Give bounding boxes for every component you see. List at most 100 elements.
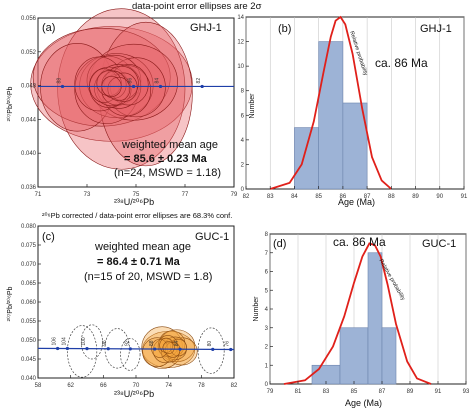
a-data-ellipse [109, 72, 138, 102]
b-x-tick-label: 86 [340, 194, 347, 200]
c-x-tick-label: 66 [100, 383, 107, 389]
a-concordia-age-point [60, 84, 65, 89]
d-x-tick-label: 81 [295, 389, 302, 395]
d-y-tick-label: 3 [265, 326, 269, 332]
panel-b-letter: (b) [278, 23, 291, 35]
b-y-tick-label: 2 [241, 162, 245, 168]
panel-b-histogram: Relative probability 82 83 84 85 86 87 88 89 90 9… [237, 15, 468, 207]
panel-c-x-label: ²³⁸U/²⁰⁶Pb [114, 389, 154, 399]
c-concordia-age-label: 92 [124, 340, 130, 346]
c-x-tick-label: 62 [67, 383, 74, 389]
panel-d-x-label: Age (Ma) [345, 398, 382, 408]
c-concordia-age-label: 80 [207, 341, 213, 347]
panel-b-probability-curve [269, 15, 392, 190]
a-concordia-age-point [158, 84, 163, 89]
a-y-tick-label: 0.044 [21, 117, 37, 123]
panel-c-concordia-plot: 106 104 100 96 92 88 84 80 76 58 62 66 70 74 78 82 0.0… [6, 224, 238, 399]
b-y-tick-label: 8 [241, 89, 245, 95]
c-data-ellipse [169, 338, 187, 357]
a-concordia-age-point [131, 84, 136, 89]
b-x-tick-label: 90 [436, 194, 443, 200]
d-bar [367, 252, 383, 385]
panel-a-sample: GHJ-1 [190, 22, 222, 34]
c-data-ellipse [162, 341, 175, 354]
d-y-tick-label: 7 [265, 251, 269, 257]
panel-c-frame [37, 225, 235, 379]
panel-d-x-ticks: 79 81 83 85 87 89 91 93 [267, 381, 470, 395]
a-y-tick-label: 0.040 [21, 151, 37, 157]
b-x-tick-label: 82 [243, 194, 250, 200]
d-x-tick-label: 89 [407, 389, 414, 395]
panel-b-sample: GHJ-1 [420, 23, 452, 35]
panel-a-ellipses [30, 8, 193, 170]
a-x-tick-label: 71 [35, 192, 42, 198]
a-concordia-age-point [200, 84, 204, 89]
panel-b-x-ticks: 82 83 84 85 86 87 88 89 90 91 [243, 186, 468, 200]
d-y-tick-label: 1 [265, 363, 269, 369]
panel-b-annotation: ca. 86 Ma [375, 56, 428, 70]
d-x-tick-label: 91 [435, 389, 442, 395]
panel-a-annotation-line3: (n=24, MSWD = 1.18) [114, 167, 221, 179]
c-y-tick-label: 0.040 [21, 376, 37, 382]
d-x-tick-label: 83 [323, 389, 330, 395]
c-x-tick-label: 74 [165, 383, 172, 389]
b-x-tick-label: 91 [461, 194, 468, 200]
a-x-tick-label: 77 [182, 192, 189, 198]
panel-d-y-label: Number [253, 296, 260, 322]
b-y-tick-label: 14 [237, 15, 244, 21]
d-x-tick-label: 87 [379, 389, 386, 395]
c-y-tick-label: 0.075 [21, 243, 37, 249]
c-concordia-age-point [85, 347, 89, 351]
panel-c-annotation-line2: = 86.4 ± 0.71 Ma [97, 256, 181, 268]
d-y-tick-label: 0 [265, 382, 269, 388]
a-data-ellipse [30, 26, 193, 142]
panel-a-x-label: ²³⁸U/²⁰⁶Pb [114, 197, 154, 207]
panel-c-x-ticks: 58 62 66 70 74 78 82 [35, 375, 238, 389]
d-y-tick-label: 5 [265, 288, 269, 294]
b-y-tick-label: 0 [241, 187, 245, 193]
d-y-tick-label: 4 [265, 307, 269, 313]
c-concordia-age-label: 100 [81, 337, 87, 346]
d-bar [381, 327, 397, 385]
b-y-tick-label: 10 [237, 64, 244, 70]
c-data-ellipse [67, 325, 98, 378]
panel-a-annotation-line2: = 85.6 ± 0.23 Ma [124, 153, 208, 165]
c-concordia-age-label: 88 [149, 340, 155, 346]
b-x-tick-label: 84 [291, 194, 298, 200]
a-concordia-age-label: 88 [57, 78, 63, 84]
c-x-tick-label: 82 [231, 383, 238, 389]
panel-c-annotation-line3: (n=15 of 20, MSWD = 1.8) [84, 271, 212, 283]
a-x-tick-label: 79 [231, 192, 238, 198]
b-bar [294, 127, 319, 190]
panel-d-bars [311, 252, 397, 385]
b-bar [318, 41, 344, 190]
b-x-tick-label: 89 [412, 194, 419, 200]
a-x-tick-label: 73 [84, 192, 91, 198]
c-data-ellipse [80, 324, 103, 360]
a-concordia-age-label: 84 [155, 78, 161, 84]
c-concordia-age-point [229, 347, 233, 352]
panel-a-y-label: ²⁰⁷Pb/²⁰⁶Pb [6, 87, 14, 122]
b-y-tick-label: 12 [237, 40, 244, 46]
b-x-tick-label: 83 [267, 194, 274, 200]
panel-b-y-ticks: 0 2 4 6 8 10 12 14 [237, 15, 249, 193]
c-data-ellipse [120, 338, 141, 371]
mid-caption: ²⁰⁶Pb corrected / data-point error ellip… [42, 211, 232, 220]
d-y-tick-label: 2 [265, 345, 269, 351]
panel-b-x-label: Age (Ma) [338, 197, 375, 207]
c-concordia-age-point [128, 347, 132, 351]
a-y-tick-label: 0.048 [21, 84, 37, 90]
c-concordia-age-label: 96 [102, 340, 108, 346]
panel-c-annotation-line1: weighted mean age [94, 241, 191, 253]
c-y-tick-label: 0.050 [21, 338, 37, 344]
panel-a-concordia-plot: 88 86 84 82 71 73 75 77 79 0.036 0.040 0.044 0.048… [6, 8, 238, 207]
a-y-tick-label: 0.056 [21, 16, 37, 22]
c-y-tick-label: 0.080 [21, 224, 37, 230]
a-y-tick-label: 0.052 [21, 50, 37, 56]
c-concordia-age-label: 106 [52, 337, 58, 346]
c-data-ellipse [197, 327, 225, 374]
panel-d-histogram: Relative probability 79 81 83 85 87 89 91 93 01… [253, 232, 470, 408]
d-x-tick-label: 93 [463, 389, 470, 395]
panel-d-y-ticks: 0 1 2 3 4 5 6 7 8 [265, 232, 273, 388]
d-x-tick-label: 85 [351, 389, 358, 395]
